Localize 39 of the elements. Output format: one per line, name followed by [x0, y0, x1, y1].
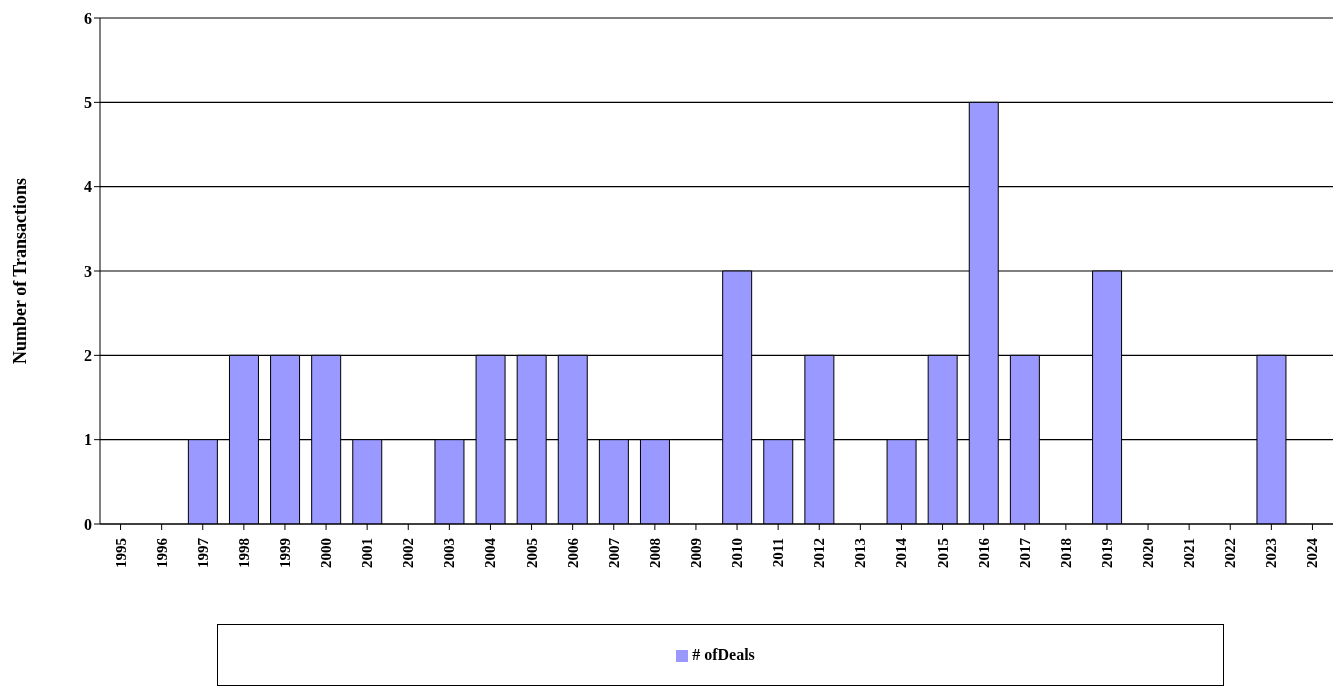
x-tick-label: 2000 — [318, 538, 335, 568]
x-tick-label: 2007 — [605, 537, 622, 568]
x-tick-label: 2012 — [811, 538, 828, 568]
x-tick-label: 2008 — [646, 538, 663, 568]
x-tick-label: 2023 — [1263, 538, 1280, 568]
y-tick-label: 1 — [84, 431, 92, 449]
x-tick-label: 2006 — [564, 537, 581, 568]
x-tick-label: 2011 — [770, 538, 787, 568]
x-tick-label: 2001 — [359, 538, 376, 568]
x-tick-label: 2018 — [1057, 538, 1074, 568]
y-tick-label: 3 — [84, 262, 92, 280]
x-tick-label: 2019 — [1098, 538, 1115, 568]
x-tick-label: 2004 — [482, 537, 499, 568]
y-tick-label: 2 — [84, 347, 92, 365]
x-tick-label: 1995 — [112, 538, 129, 568]
x-tick-label: 2005 — [523, 538, 540, 568]
x-tick-label: 1996 — [153, 537, 170, 568]
y-axis-title: Number of Transactions — [10, 177, 31, 365]
x-tick-label: 2014 — [893, 537, 910, 568]
x-tick-label: 2017 — [1016, 537, 1033, 568]
y-tick-label: 6 — [84, 9, 92, 27]
x-tick-label: 2016 — [975, 537, 992, 568]
x-tick-label: 1998 — [235, 538, 252, 568]
legend-label: # ofDeals — [692, 646, 755, 663]
x-tick-label: 2024 — [1304, 537, 1321, 568]
x-tick-label: 1999 — [276, 538, 293, 568]
y-tick-label: 0 — [84, 515, 92, 533]
x-tick-label: 2003 — [441, 538, 458, 568]
y-tick-label: 4 — [84, 178, 92, 196]
x-tick-label: 2020 — [1140, 538, 1157, 568]
x-tick-label: 2009 — [687, 538, 704, 568]
x-tick-label: 2010 — [729, 538, 746, 568]
x-tick-label: 2015 — [934, 538, 951, 568]
x-tick-label: 1997 — [194, 537, 211, 568]
x-tick-label: 2021 — [1181, 538, 1198, 568]
x-tick-label: 2022 — [1222, 538, 1239, 568]
x-tick-label: 2013 — [852, 538, 869, 568]
y-tick-label: 5 — [84, 94, 92, 112]
x-tick-label: 2002 — [400, 538, 417, 568]
